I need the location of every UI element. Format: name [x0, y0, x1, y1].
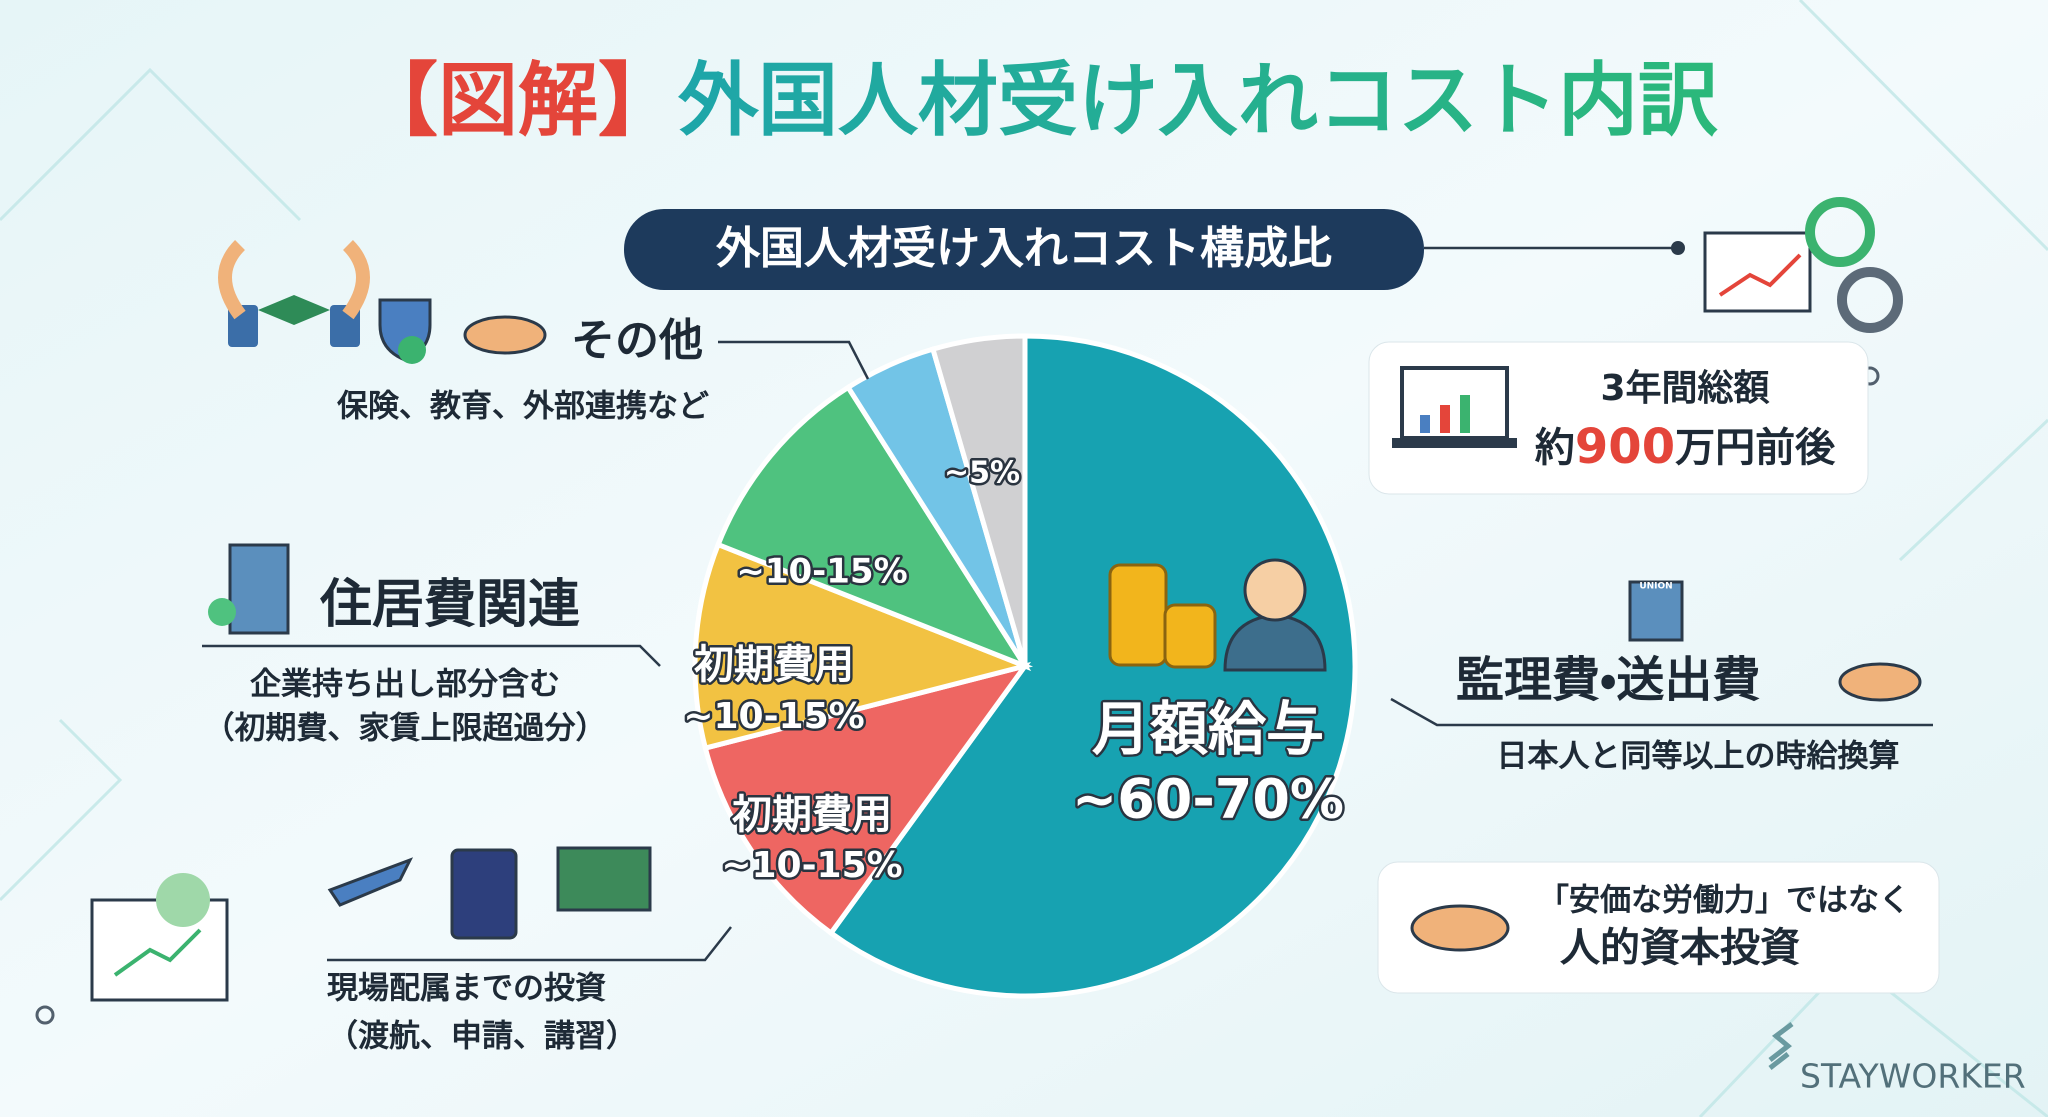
main-title: 【図解】外国人材受け入れコスト内訳 [358, 54, 1718, 147]
connector [202, 644, 661, 667]
brand-logo [1768, 1022, 1794, 1070]
message-text: 「安価な労働力」ではなく [1538, 883, 1910, 919]
travel-icons [327, 846, 652, 940]
callout-text: 保険、教育、外部連携など [337, 389, 709, 425]
total-amount: 約900万円前後 [1535, 419, 1836, 475]
building-icon [208, 543, 290, 635]
slice-label: ~10-15% [683, 696, 864, 737]
laptop-icon [1392, 366, 1517, 448]
callout-title: 監理費・送出費 [1456, 652, 1760, 708]
icons [218, 240, 547, 364]
callout-text: 企業持ち出し部分含む [250, 667, 560, 703]
chart-subtitle: 外国人材受け入れコスト構成比 [716, 223, 1332, 274]
message-emphasis: 人的資本投資 [1560, 925, 1800, 971]
callout-text: （初期費、家賃上限超過分） [204, 711, 607, 747]
callout-text: 現場配属までの投資 [327, 971, 606, 1007]
connector [1390, 697, 1933, 727]
coins-icon [1108, 563, 1217, 669]
callout-title: 住居費関連 [319, 575, 580, 635]
callout-title: その他 [571, 315, 703, 366]
pie-slice [692, 541, 1034, 752]
connector [718, 340, 870, 380]
pie-slice [827, 333, 1358, 999]
callout-text: （渡航、申請、講習） [327, 1019, 637, 1055]
slice-category: 月額給与 [1092, 695, 1324, 763]
pie-slice [929, 333, 1028, 667]
pie [692, 333, 1358, 999]
total-title: 3年間総額 [1600, 368, 1770, 409]
slice-label: ~10-15% [721, 845, 902, 886]
title-text: 外国人材受け入れコスト内訳 [677, 54, 1718, 147]
handshake-icon [1410, 904, 1510, 952]
slice-category: 初期費用 [694, 642, 854, 688]
message-box [1377, 861, 1940, 994]
pie-slice [714, 383, 1032, 672]
icon-label: UNION [1639, 582, 1672, 592]
report-icon [1703, 197, 1903, 333]
brand: STAYWORKER [1800, 1057, 2026, 1096]
subtitle-pill [624, 209, 1424, 290]
connector-dot [1671, 241, 1685, 255]
handshake-icon [1838, 662, 1922, 702]
slice-label: ~5% [944, 456, 1020, 491]
worker-icon [1223, 558, 1327, 672]
connector [327, 926, 732, 962]
total-prefix: 約 [1535, 425, 1575, 471]
total-suffix: 万円前後 [1675, 425, 1836, 471]
callout-text: 日本人と同等以上の時給換算 [1497, 739, 1900, 775]
growth-icon [90, 873, 229, 1002]
total-number: 900 [1575, 419, 1675, 475]
slice-label: ~10-15% [736, 552, 907, 592]
pie-slice [702, 661, 1032, 937]
union-icon [1628, 580, 1684, 642]
title-tag: 【図解】 [358, 54, 678, 147]
slice-label: ~60-70% [1072, 768, 1344, 831]
slice-category: 初期費用 [732, 792, 892, 838]
